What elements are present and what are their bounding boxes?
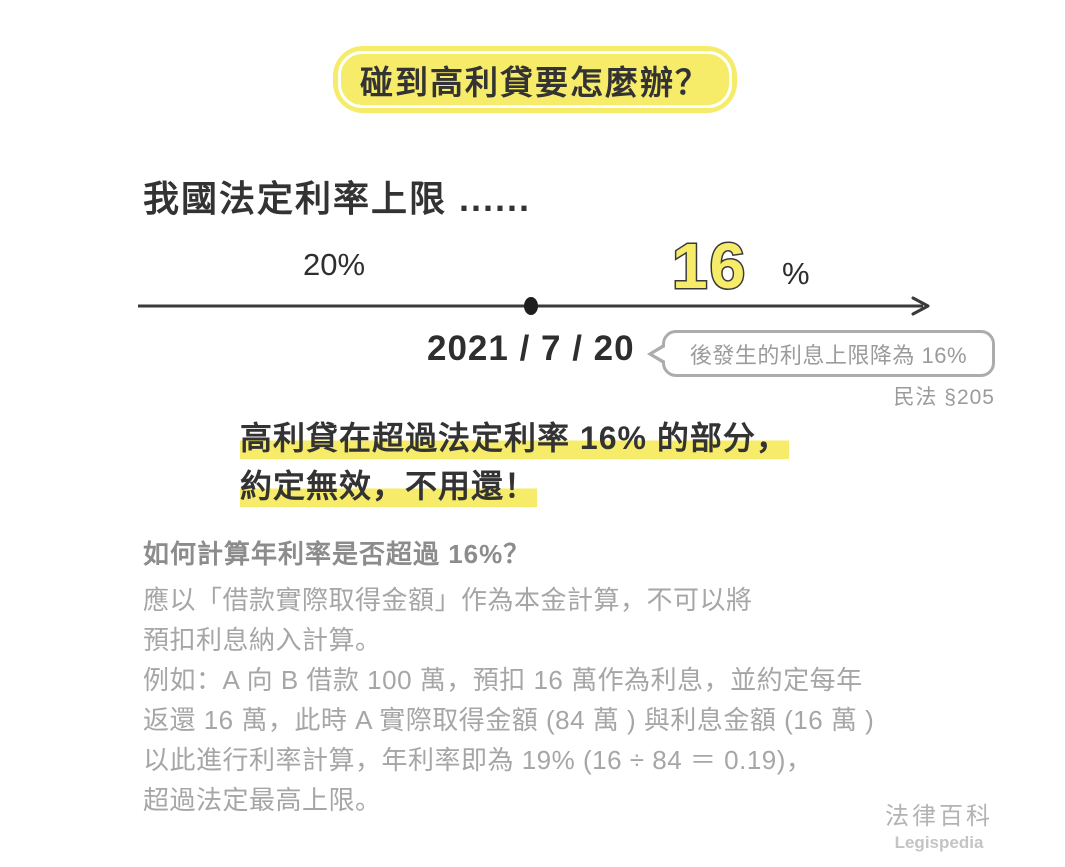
law-reference: 民法 §205 xyxy=(893,386,995,409)
new-rate-number: 16 xyxy=(672,230,747,302)
brand-logo: 法律百科 Legispedia xyxy=(885,796,993,853)
paragraph-line: 返還 16 萬，此時 A 實際取得金額 (84 萬 ) 與利息金額 (16 萬 … xyxy=(143,705,875,735)
paragraph-line: 例如：A 向 B 借款 100 萬，預扣 16 萬作為利息，並約定每年 xyxy=(143,665,863,695)
new-rate-outlined-number: 16 xyxy=(671,229,747,304)
timeline-date: 2021 / 7 / 20 xyxy=(427,329,635,368)
key-statement-line-2: 約定無效，不用還！ xyxy=(240,462,789,510)
paragraph-line: 超過法定最高上限。 xyxy=(143,785,382,815)
title-badge: 碰到高利貸要怎麼辦？ xyxy=(333,46,737,113)
annotation-bubble-text: 後發生的利息上限降為 16% xyxy=(689,342,968,368)
timeline-date-dot xyxy=(524,297,538,315)
paragraph-line: 預扣利息納入計算。 xyxy=(143,625,382,655)
title-badge-inner-border: 碰到高利貸要怎麼辦？ xyxy=(338,51,732,108)
key-statement: 高利貸在超過法定利率 16% 的部分， 約定無效，不用還！ xyxy=(240,414,789,510)
explanation-paragraph: 應以「借款實際取得金額」作為本金計算，不可以將 預扣利息納入計算。 例如：A 向… xyxy=(143,580,874,820)
paragraph-line: 以此進行利率計算，年利率即為 19% (16 ÷ 84 ＝ 0.19)， xyxy=(143,745,813,775)
paragraph-line: 應以「借款實際取得金額」作為本金計算，不可以將 xyxy=(143,585,753,615)
old-rate-label: 20% xyxy=(303,247,366,282)
timeline-arrow xyxy=(138,296,930,316)
page-title: 碰到高利貸要怎麼辦？ xyxy=(360,63,710,101)
brand-logo-name: 法律百科 xyxy=(885,803,993,830)
key-statement-line-1: 高利貸在超過法定利率 16% 的部分， xyxy=(240,414,789,462)
new-rate-label: 16 % xyxy=(670,226,850,304)
brand-logo-subtitle: Legispedia xyxy=(894,833,984,852)
annotation-bubble: 後發生的利息上限降為 16% xyxy=(647,330,995,377)
section-heading: 我國法定利率上限 ...... xyxy=(143,178,532,219)
sub-question: 如何計算年利率是否超過 16%？ xyxy=(143,539,531,569)
arrowhead-icon xyxy=(911,296,930,316)
new-rate-percent-sign: % xyxy=(782,256,810,291)
